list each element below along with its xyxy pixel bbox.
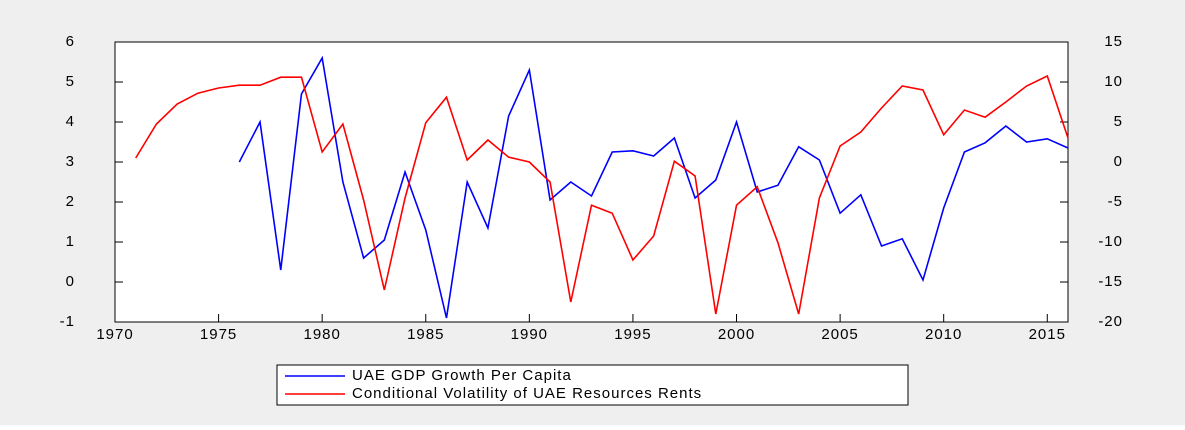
- y2-tick-label: -20: [1098, 313, 1123, 330]
- y-tick-label: 5: [66, 73, 75, 90]
- y2-tick-label: 5: [1114, 113, 1123, 130]
- legend-label: UAE GDP Growth Per Capita: [352, 367, 572, 384]
- x-tick-label: 1985: [407, 326, 444, 343]
- y-tick-label: 0: [66, 273, 75, 290]
- x-tick-label: 1975: [200, 326, 237, 343]
- y2-tick-label: 15: [1104, 33, 1123, 50]
- x-tick-label: 2015: [1029, 326, 1066, 343]
- y-tick-label: 4: [66, 113, 75, 130]
- y2-tick-label: 10: [1104, 73, 1123, 90]
- y2-tick-label: -15: [1098, 273, 1123, 290]
- plot-area: [114, 41, 1069, 323]
- legend: [276, 364, 909, 406]
- x-tick-label: 1990: [511, 326, 548, 343]
- legend-label: Conditional Volatility of UAE Resources …: [352, 385, 702, 402]
- y-tick-label: -1: [60, 313, 75, 330]
- x-tick-label: 2005: [821, 326, 858, 343]
- y-tick-label: 2: [66, 193, 75, 210]
- y2-tick-label: 0: [1114, 153, 1123, 170]
- series-line: [238, 55, 1069, 319]
- x-tick-label: 2000: [718, 326, 755, 343]
- x-tick-label: 2010: [925, 326, 962, 343]
- x-tick-label: 1995: [614, 326, 651, 343]
- series-line: [135, 74, 1069, 315]
- y2-tick-label: -10: [1098, 233, 1123, 250]
- x-tick-label: 1980: [303, 326, 340, 343]
- x-tick-label: 1970: [96, 326, 133, 343]
- y-tick-label: 1: [66, 233, 75, 250]
- y2-tick-label: -5: [1108, 193, 1123, 210]
- y-tick-label: 3: [66, 153, 75, 170]
- y-tick-label: 6: [66, 33, 75, 50]
